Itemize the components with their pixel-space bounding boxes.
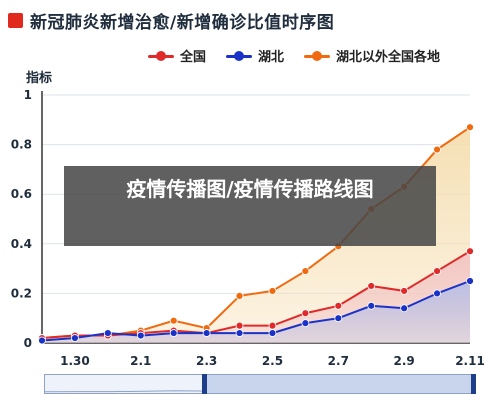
series-line [41,280,471,342]
x-tick-label: 2.5 [262,354,283,368]
series-area [42,281,470,343]
series-point [367,282,376,290]
series-point [268,321,277,330]
series-point [433,145,441,154]
series-point [268,287,277,295]
series-point [334,314,343,323]
x-tick-label: 2.7 [328,354,349,368]
chart-title: 新冠肺炎新增治愈/新增确诊比值时序图 [30,13,335,33]
legend-swatch-red [148,50,174,62]
series-point [235,291,244,300]
series-point [433,289,441,298]
series-point [202,329,211,337]
range-slider[interactable] [44,374,476,394]
series-line [41,250,471,340]
series-point [103,329,112,337]
x-tick-label: 2.11 [455,354,485,368]
x-tick-label: 2.1 [130,354,151,368]
series-point [301,309,310,318]
legend-label: 全国 [180,50,207,65]
y-tick-label: 0.8 [11,138,32,152]
series-point [71,334,79,342]
series-point [334,301,343,310]
series-point [466,247,474,256]
x-tick-label: 2.9 [394,354,415,368]
legend-label: 湖北以外全国各地 [336,50,441,65]
legend-item-national[interactable]: 全国 [148,46,206,65]
series-point [235,329,244,337]
legend-item-hubei[interactable]: 湖北 [226,46,284,65]
title-icon [8,13,23,28]
y-tick-label: 0.2 [11,286,32,300]
series-point [169,316,178,325]
series-point [466,277,474,285]
series-point [400,304,409,313]
x-tick-label: 2.3 [196,354,217,368]
slider-handle-left[interactable] [202,374,207,394]
series-point [136,331,145,340]
series-point [400,287,409,295]
x-tick-label: 1.30 [60,354,90,368]
series-point [169,329,178,337]
series-point [301,267,310,275]
slider-window[interactable] [202,374,476,394]
y-axis-label: 指标 [26,71,53,86]
series-point [433,267,441,275]
y-tick-label: 0.6 [11,187,32,201]
series-area [42,127,470,344]
series-point [38,336,46,345]
series-point [235,321,244,330]
legend-label: 湖北 [258,50,285,65]
series-point [301,319,310,328]
chart-legend: 全国 湖北 湖北以外全国各地 [148,46,460,65]
y-tick-label: 1 [24,88,32,102]
legend-swatch-blue [226,50,253,62]
legend-swatch-orange [304,50,331,62]
series-point [367,301,376,310]
y-tick-label: 0.4 [11,237,32,251]
watermark-overlay: 疫情传播图/疫情传播路线图 [64,166,436,246]
legend-item-outside-hubei[interactable]: 湖北以外全国各地 [304,46,440,65]
series-point [268,329,277,337]
slider-handle-right[interactable] [471,374,476,394]
series-point [466,123,474,132]
y-tick-label: 0 [24,336,32,350]
